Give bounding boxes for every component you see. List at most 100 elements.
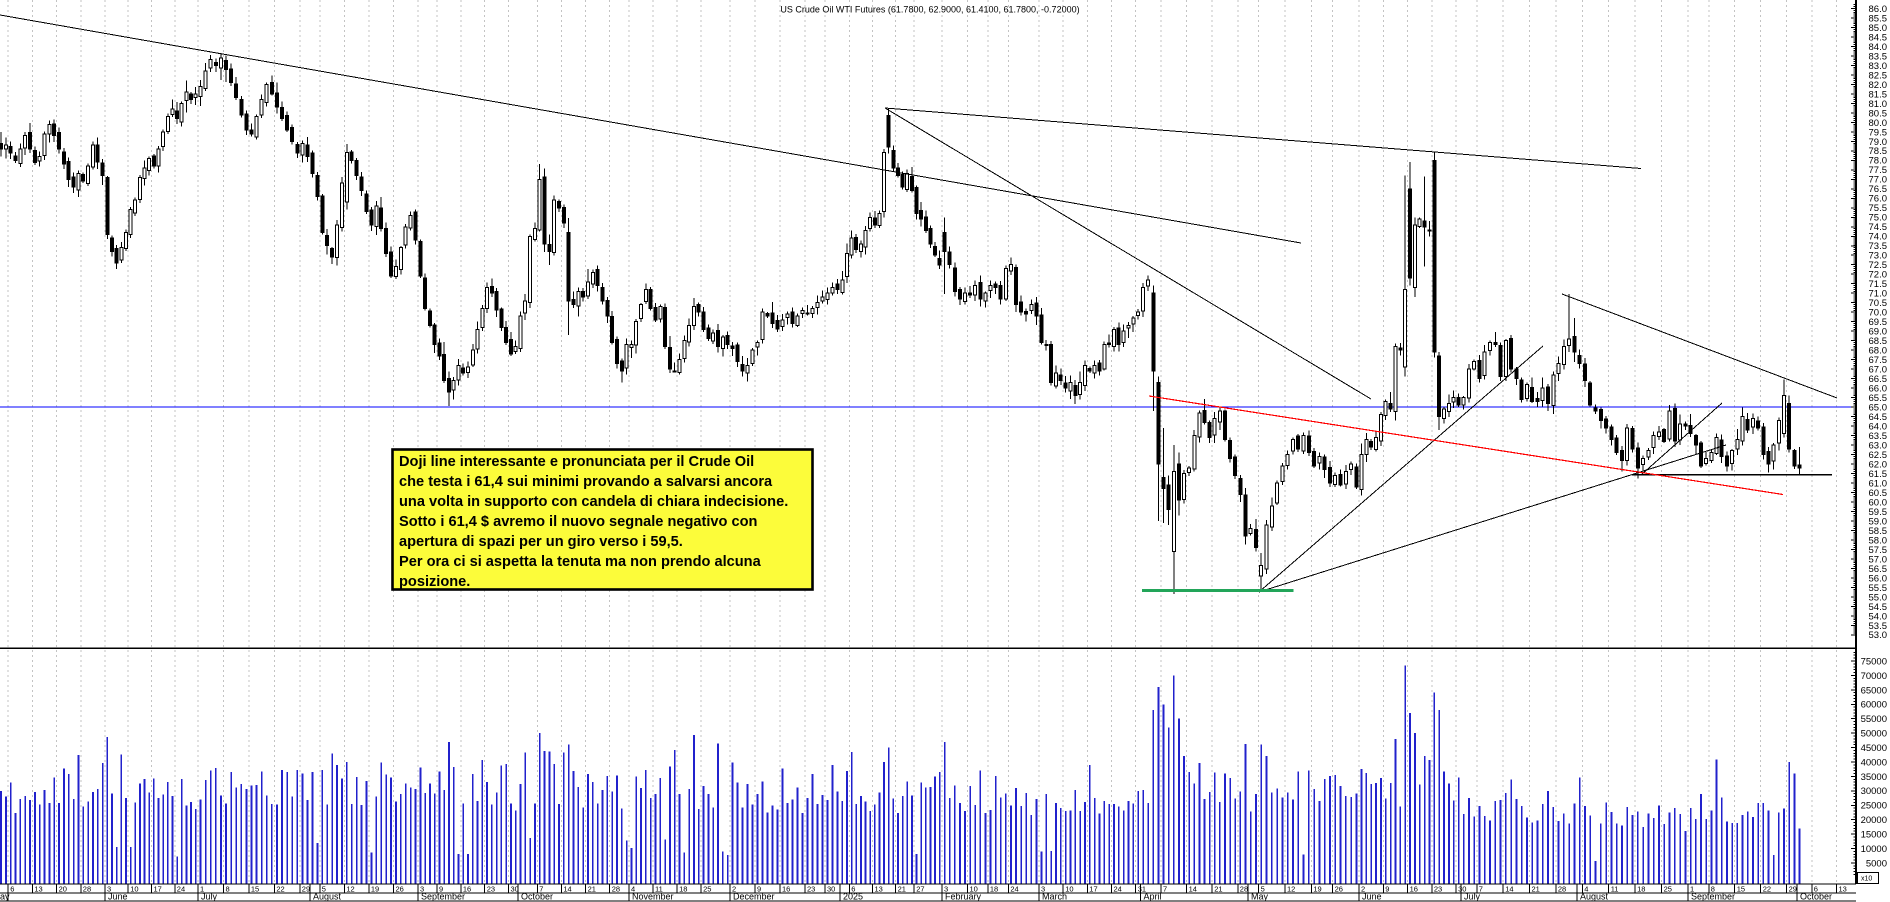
svg-text:58.5: 58.5 xyxy=(1869,526,1888,537)
svg-text:2: 2 xyxy=(732,884,736,893)
svg-text:16: 16 xyxy=(1410,884,1418,893)
svg-text:65000: 65000 xyxy=(1861,685,1887,696)
svg-text:11: 11 xyxy=(655,884,663,893)
svg-text:1: 1 xyxy=(1690,884,1694,893)
svg-text:4: 4 xyxy=(631,884,635,893)
svg-text:50000: 50000 xyxy=(1861,729,1887,740)
svg-text:10: 10 xyxy=(970,884,978,893)
svg-text:Per ora ci si aspetta la tenut: Per ora ci si aspetta la tenuta ma non p… xyxy=(399,554,762,570)
svg-text:68.5: 68.5 xyxy=(1869,336,1888,347)
svg-text:che testa i 61,4 sui minimi pr: che testa i 61,4 sui minimi provando a s… xyxy=(399,474,773,490)
svg-text:60.0: 60.0 xyxy=(1869,497,1888,508)
svg-text:13: 13 xyxy=(34,884,42,893)
svg-text:70.5: 70.5 xyxy=(1869,298,1888,309)
svg-text:57.5: 57.5 xyxy=(1869,545,1888,556)
svg-text:80.5: 80.5 xyxy=(1869,108,1888,119)
svg-text:3: 3 xyxy=(1041,884,1045,893)
svg-text:79.5: 79.5 xyxy=(1869,127,1888,138)
svg-text:53.0: 53.0 xyxy=(1869,630,1888,641)
svg-text:30: 30 xyxy=(827,884,835,893)
svg-text:62.5: 62.5 xyxy=(1869,450,1888,461)
svg-text:57.0: 57.0 xyxy=(1869,554,1888,565)
svg-text:60.5: 60.5 xyxy=(1869,488,1888,499)
svg-text:84.0: 84.0 xyxy=(1869,42,1888,53)
svg-text:18: 18 xyxy=(1637,884,1645,893)
svg-text:9: 9 xyxy=(439,884,443,893)
svg-text:63.5: 63.5 xyxy=(1869,431,1888,442)
svg-text:23: 23 xyxy=(1434,884,1442,893)
svg-text:54.5: 54.5 xyxy=(1869,602,1888,613)
svg-text:70000: 70000 xyxy=(1861,671,1887,682)
svg-text:February: February xyxy=(945,892,982,902)
svg-text:58.0: 58.0 xyxy=(1869,535,1888,546)
svg-text:40000: 40000 xyxy=(1861,757,1887,768)
svg-text:27: 27 xyxy=(916,884,924,893)
svg-text:July: July xyxy=(201,892,218,902)
svg-text:16: 16 xyxy=(463,884,471,893)
svg-text:13: 13 xyxy=(875,884,883,893)
svg-text:12: 12 xyxy=(346,884,354,893)
svg-text:65.5: 65.5 xyxy=(1869,393,1888,404)
svg-text:6: 6 xyxy=(10,884,14,893)
svg-text:59.5: 59.5 xyxy=(1869,507,1888,518)
svg-text:28: 28 xyxy=(1240,884,1248,893)
svg-text:68.0: 68.0 xyxy=(1869,346,1888,357)
svg-text:59.0: 59.0 xyxy=(1869,516,1888,527)
svg-text:31: 31 xyxy=(1138,884,1146,893)
svg-text:October: October xyxy=(1800,892,1832,902)
svg-text:22: 22 xyxy=(1763,884,1771,893)
svg-text:81.5: 81.5 xyxy=(1869,89,1888,100)
svg-text:63.0: 63.0 xyxy=(1869,440,1888,451)
svg-text:56.0: 56.0 xyxy=(1869,573,1888,584)
svg-text:25: 25 xyxy=(1664,884,1672,893)
svg-text:78.0: 78.0 xyxy=(1869,156,1888,167)
svg-text:12: 12 xyxy=(1287,884,1295,893)
svg-text:73.5: 73.5 xyxy=(1869,241,1888,252)
svg-text:61.5: 61.5 xyxy=(1869,469,1888,480)
svg-text:82.5: 82.5 xyxy=(1869,70,1888,81)
svg-text:21: 21 xyxy=(1532,884,1540,893)
svg-text:5: 5 xyxy=(1261,884,1265,893)
svg-text:March: March xyxy=(1042,892,1067,902)
svg-text:19: 19 xyxy=(1313,884,1321,893)
svg-text:69.5: 69.5 xyxy=(1869,317,1888,328)
svg-text:69.0: 69.0 xyxy=(1869,327,1888,338)
svg-text:8: 8 xyxy=(1711,884,1715,893)
svg-text:67.5: 67.5 xyxy=(1869,355,1888,366)
svg-text:9: 9 xyxy=(1385,884,1389,893)
svg-text:posizione.: posizione. xyxy=(399,574,470,590)
svg-text:October: October xyxy=(521,892,553,902)
svg-text:23: 23 xyxy=(487,884,495,893)
svg-text:14: 14 xyxy=(563,884,571,893)
svg-text:29: 29 xyxy=(302,884,310,893)
svg-text:22: 22 xyxy=(276,884,284,893)
svg-text:17: 17 xyxy=(154,884,162,893)
svg-text:25: 25 xyxy=(703,884,711,893)
svg-text:x10: x10 xyxy=(1861,876,1872,883)
svg-text:20000: 20000 xyxy=(1861,815,1887,826)
svg-text:29: 29 xyxy=(1789,884,1797,893)
svg-text:21: 21 xyxy=(898,884,906,893)
svg-text:10: 10 xyxy=(1065,884,1073,893)
svg-text:73.0: 73.0 xyxy=(1869,251,1888,262)
svg-text:70.0: 70.0 xyxy=(1869,308,1888,319)
svg-text:3: 3 xyxy=(420,884,424,893)
svg-text:28: 28 xyxy=(83,884,91,893)
svg-text:7: 7 xyxy=(1163,884,1167,893)
svg-text:September: September xyxy=(1691,892,1735,902)
svg-text:67.0: 67.0 xyxy=(1869,365,1888,376)
svg-text:9: 9 xyxy=(757,884,761,893)
svg-text:18: 18 xyxy=(990,884,998,893)
svg-text:4: 4 xyxy=(1584,884,1588,893)
svg-text:Sotto i 61,4 $ avremo il nuovo: Sotto i 61,4 $ avremo il nuovo segnale n… xyxy=(399,514,758,530)
svg-text:77.5: 77.5 xyxy=(1869,165,1888,176)
svg-text:71.0: 71.0 xyxy=(1869,289,1888,300)
svg-text:November: November xyxy=(632,892,674,902)
svg-text:66.5: 66.5 xyxy=(1869,374,1888,385)
svg-text:74.5: 74.5 xyxy=(1869,222,1888,233)
svg-text:7: 7 xyxy=(1479,884,1483,893)
svg-text:61.0: 61.0 xyxy=(1869,478,1888,489)
svg-text:53.5: 53.5 xyxy=(1869,621,1888,632)
svg-text:76.0: 76.0 xyxy=(1869,194,1888,205)
svg-text:15: 15 xyxy=(251,884,259,893)
